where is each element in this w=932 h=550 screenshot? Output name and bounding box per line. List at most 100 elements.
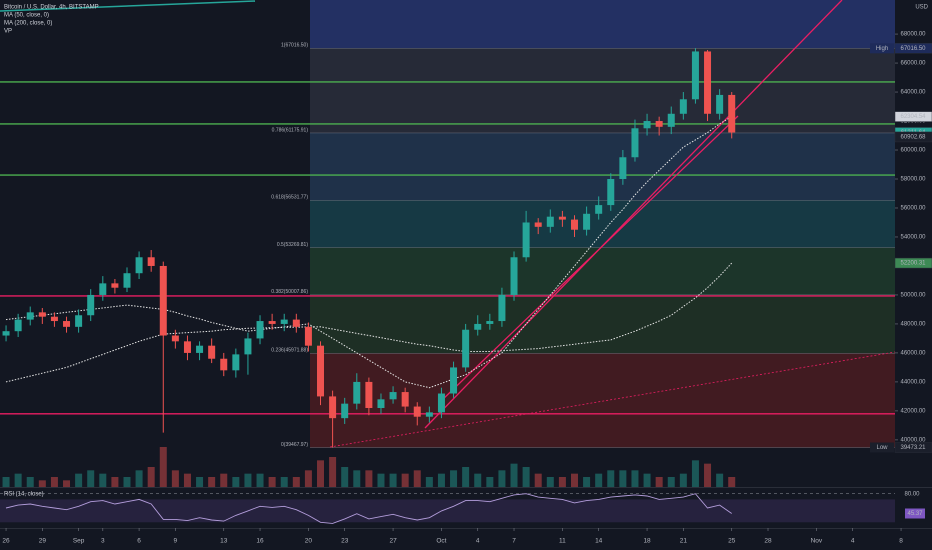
x-tick-label: 16 bbox=[256, 538, 264, 545]
fib-label: 0.236(45971.88) bbox=[271, 348, 308, 354]
price-axis bbox=[895, 0, 932, 550]
candle-body bbox=[256, 321, 264, 339]
candle-body bbox=[474, 323, 482, 330]
volume-bar bbox=[147, 467, 155, 487]
currency: USD bbox=[915, 5, 928, 11]
candle-body bbox=[365, 381, 373, 409]
price-badge bbox=[894, 257, 932, 269]
volume-bar bbox=[63, 480, 71, 487]
volume-bar bbox=[474, 473, 482, 487]
fib-zone bbox=[310, 48, 895, 133]
price-badge-tag bbox=[870, 43, 894, 54]
fib-label: 1(67016.50) bbox=[281, 43, 308, 49]
candles bbox=[2, 48, 736, 448]
price-badge-label: 39473.21 bbox=[900, 445, 926, 451]
moving-average bbox=[5, 262, 733, 383]
candle-body bbox=[413, 406, 421, 417]
y-tick-label: 50000.00 bbox=[900, 293, 926, 299]
price-badge bbox=[894, 442, 932, 453]
x-tick-label: 8 bbox=[899, 538, 903, 545]
volume-bar bbox=[220, 473, 228, 487]
rsi-badge-label: 45.37 bbox=[907, 511, 923, 517]
moving-averages bbox=[5, 116, 733, 389]
fib-zone bbox=[310, 132, 895, 201]
fib-label: 0.786(61175.91) bbox=[272, 127, 309, 133]
price-badge-tag-label: High bbox=[876, 46, 888, 52]
x-tick-label: 23 bbox=[341, 538, 349, 545]
x-tick-label: 11 bbox=[559, 538, 566, 545]
candle-body bbox=[377, 399, 385, 409]
candle-body bbox=[329, 396, 337, 419]
volume-bar bbox=[691, 460, 699, 487]
x-tick-label: 26 bbox=[2, 538, 10, 545]
volume-bar bbox=[268, 477, 276, 487]
x-tick-label: 27 bbox=[389, 538, 397, 545]
y-tick-label: 40000.00 bbox=[900, 437, 926, 443]
candle-body bbox=[570, 219, 578, 230]
trendline bbox=[0, 0, 256, 12]
volume-bar bbox=[38, 480, 46, 487]
volume-bar bbox=[462, 467, 470, 487]
candle-body bbox=[619, 157, 627, 180]
candle-body bbox=[728, 94, 736, 133]
x-tick-label: Sep bbox=[73, 538, 85, 545]
volume-bar bbox=[558, 477, 566, 487]
volume-bar bbox=[14, 473, 22, 487]
candle-body bbox=[704, 51, 712, 114]
candle-body bbox=[280, 319, 288, 324]
candle-body bbox=[268, 321, 276, 324]
x-tick-label: 20 bbox=[305, 538, 313, 545]
drawings bbox=[0, 0, 896, 448]
y-tick-label: 68000.00 bbox=[900, 32, 926, 38]
volume-bar bbox=[317, 460, 325, 487]
price-badge bbox=[894, 111, 932, 122]
y-tick-label: 54000.00 bbox=[900, 235, 926, 241]
candle-body bbox=[643, 121, 651, 129]
volume-bar bbox=[510, 463, 518, 487]
x-tick-label: 4 bbox=[476, 538, 480, 545]
candle-body bbox=[147, 257, 155, 266]
candle-body bbox=[534, 222, 542, 227]
price-badge-tag-label: Low bbox=[876, 445, 888, 451]
x-tick-label: 25 bbox=[728, 538, 736, 545]
volume-bar bbox=[232, 477, 240, 487]
fib-label: 0.618(56531.77) bbox=[271, 195, 308, 201]
candle-body bbox=[317, 345, 325, 397]
x-tick-label: 21 bbox=[680, 538, 688, 545]
legend-entry: VP bbox=[4, 29, 12, 35]
candle-body bbox=[87, 294, 95, 316]
y-tick-label: 58000.00 bbox=[900, 177, 926, 183]
candle-body bbox=[38, 312, 46, 317]
volume-bar bbox=[353, 470, 361, 487]
candle-body bbox=[2, 331, 10, 336]
volume-bar bbox=[522, 467, 530, 487]
candle-body bbox=[208, 345, 216, 359]
volume-bar bbox=[655, 477, 663, 487]
x-tick-label: 29 bbox=[39, 538, 47, 545]
y-tick-label: 60000.00 bbox=[900, 148, 926, 154]
rsi-tick-label: 80.00 bbox=[904, 491, 920, 497]
fib-label: 0.382(50007.86) bbox=[271, 289, 308, 295]
x-tick-label: 3 bbox=[101, 538, 105, 545]
price-badge-label: 60902.68 bbox=[900, 135, 926, 141]
price-badge-label: 52200.31 bbox=[900, 261, 926, 267]
x-tick-label: 6 bbox=[137, 538, 141, 545]
candle-body bbox=[111, 283, 119, 288]
candle-body bbox=[450, 367, 458, 394]
candle-body bbox=[389, 392, 397, 400]
volume-bar bbox=[716, 473, 724, 487]
volume-bar bbox=[570, 473, 578, 487]
rsi: 80.00 45.37 bbox=[0, 491, 925, 524]
volume-bar bbox=[208, 477, 216, 487]
price-badge bbox=[894, 43, 932, 54]
volume-bar bbox=[304, 470, 312, 487]
candle-body bbox=[341, 403, 349, 419]
volume-bar bbox=[437, 473, 445, 487]
candle-body bbox=[123, 273, 131, 288]
x-tick-label: 9 bbox=[174, 538, 178, 545]
y-tick-label: 44000.00 bbox=[900, 379, 926, 385]
candle-body bbox=[425, 412, 433, 417]
candle-body bbox=[607, 179, 615, 206]
fib-zones bbox=[310, 0, 895, 448]
candle-body bbox=[75, 315, 83, 327]
